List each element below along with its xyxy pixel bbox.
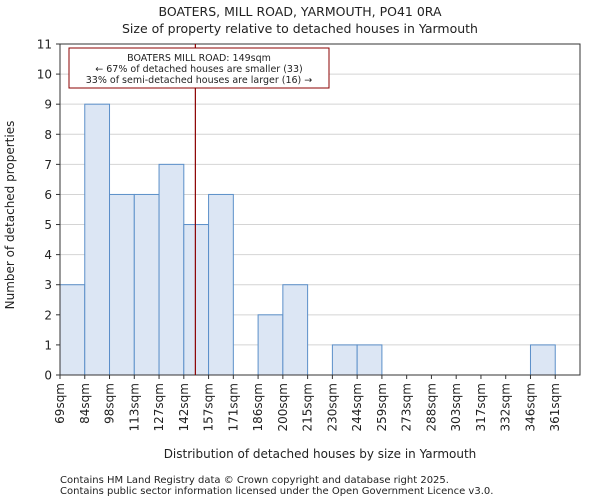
- x-tick-label-113sqm: 113sqm: [127, 383, 141, 431]
- x-tick-label-230sqm: 230sqm: [325, 383, 339, 431]
- x-tick-label-288sqm: 288sqm: [424, 383, 438, 431]
- chart-subtitle: Size of property relative to detached ho…: [122, 21, 478, 36]
- y-tick-label-5: 5: [44, 218, 52, 232]
- x-tick-label-259sqm: 259sqm: [375, 383, 389, 431]
- bar-157sqm: [208, 193, 234, 376]
- bar-346sqm: [529, 344, 556, 376]
- x-tick-label-303sqm: 303sqm: [449, 383, 463, 431]
- bar-69sqm: [59, 284, 86, 376]
- y-tick-label-4: 4: [44, 248, 52, 262]
- annotation-line-3: 33% of semi-detached houses are larger (…: [86, 75, 313, 86]
- x-tick-label-142sqm: 142sqm: [177, 383, 191, 431]
- x-tick-label-273sqm: 273sqm: [400, 383, 414, 431]
- x-tick-label-84sqm: 84sqm: [78, 383, 92, 424]
- x-tick-label-186sqm: 186sqm: [251, 383, 265, 431]
- x-tick-label-171sqm: 171sqm: [226, 383, 240, 431]
- x-tick-label-98sqm: 98sqm: [103, 383, 117, 424]
- x-tick-label-346sqm: 346sqm: [523, 383, 537, 431]
- x-tick-label-317sqm: 317sqm: [474, 383, 488, 431]
- chart-title: BOATERS, MILL ROAD, YARMOUTH, PO41 0RA: [158, 4, 441, 19]
- bars: [59, 103, 556, 376]
- x-axis-ticks: 69sqm 84sqm 98sqm 113sqm 127sqm 142sqm 157sqm 1…: [53, 375, 562, 431]
- footer-line-2: Contains public sector information licen…: [60, 486, 493, 497]
- y-tick-label-2: 2: [44, 308, 52, 322]
- bar-244sqm: [356, 344, 383, 376]
- y-tick-label-9: 9: [44, 98, 52, 112]
- bar-200sqm: [282, 284, 309, 376]
- x-tick-label-127sqm: 127sqm: [152, 383, 166, 431]
- y-axis-ticks: 0 1 2 3 4 5 6 7 8 9 10 11: [37, 38, 60, 383]
- y-tick-label-8: 8: [44, 128, 52, 142]
- bar-84sqm: [84, 103, 111, 376]
- y-tick-label-3: 3: [44, 278, 52, 292]
- x-tick-label-332sqm: 332sqm: [499, 383, 513, 431]
- x-axis-label: Distribution of detached houses by size …: [164, 447, 477, 461]
- footer-line-1: Contains HM Land Registry data © Crown c…: [60, 475, 449, 486]
- x-tick-label-200sqm: 200sqm: [276, 383, 290, 431]
- y-tick-label-1: 1: [44, 338, 52, 352]
- y-tick-label-6: 6: [44, 188, 52, 202]
- bar-127sqm: [158, 163, 185, 376]
- annotation-line-1: BOATERS MILL ROAD: 149sqm: [127, 53, 271, 64]
- bar-142sqm: [183, 224, 210, 376]
- x-tick-label-244sqm: 244sqm: [350, 383, 364, 431]
- x-tick-label-361sqm: 361sqm: [548, 383, 562, 431]
- y-tick-label-0: 0: [44, 369, 52, 383]
- y-axis-label: Number of detached properties: [3, 121, 17, 310]
- plot-area-frame: [59, 43, 581, 376]
- annotation-line-2: ← 67% of detached houses are smaller (33…: [95, 64, 302, 75]
- annotation-box: BOATERS MILL ROAD: 149sqm ← 67% of detac…: [68, 47, 330, 89]
- x-tick-label-157sqm: 157sqm: [202, 383, 216, 431]
- bar-113sqm: [133, 193, 160, 376]
- y-tick-label-10: 10: [37, 68, 52, 82]
- y-tick-label-11: 11: [37, 38, 52, 52]
- y-tick-label-7: 7: [44, 158, 52, 172]
- x-tick-label-215sqm: 215sqm: [301, 383, 315, 431]
- bar-98sqm: [109, 193, 135, 376]
- x-tick-label-69sqm: 69sqm: [53, 383, 67, 424]
- bar-230sqm: [331, 344, 358, 376]
- bar-186sqm: [257, 314, 284, 376]
